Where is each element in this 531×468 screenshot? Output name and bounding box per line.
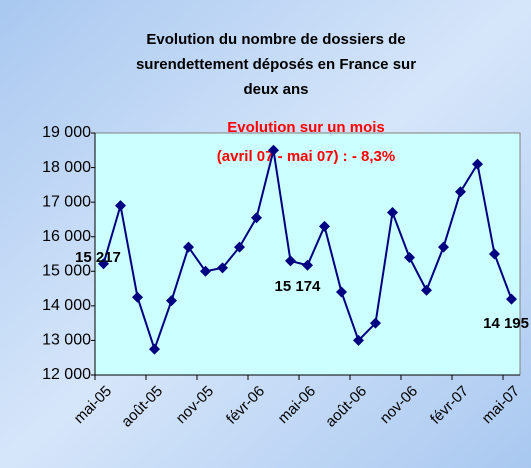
marker bbox=[217, 262, 228, 274]
marker bbox=[132, 291, 143, 303]
marker bbox=[438, 241, 449, 253]
plot-area bbox=[94, 132, 521, 376]
y-tick-label: 14 000 bbox=[42, 297, 91, 314]
marker bbox=[115, 200, 126, 212]
marker bbox=[387, 207, 398, 219]
annotation: (avril 07 - mai 07) : - 8,3% bbox=[217, 148, 395, 165]
chart-title: surendettement déposés en France sur bbox=[136, 56, 416, 73]
chart-title: Evolution du nombre de dossiers de bbox=[146, 31, 405, 48]
marker bbox=[166, 295, 177, 307]
marker bbox=[489, 248, 500, 260]
y-tick-label: 17 000 bbox=[42, 193, 91, 210]
marker bbox=[506, 293, 517, 305]
marker bbox=[404, 251, 415, 263]
y-tick-label: 12 000 bbox=[42, 366, 91, 383]
marker bbox=[353, 334, 364, 346]
marker bbox=[455, 186, 466, 198]
marker bbox=[251, 212, 262, 224]
annotation: Evolution sur un mois bbox=[227, 119, 385, 136]
data-label: 15 217 bbox=[75, 249, 121, 266]
y-tick-label: 19 000 bbox=[42, 124, 91, 141]
data-label: 15 174 bbox=[275, 278, 322, 295]
marker bbox=[98, 258, 109, 270]
chart-title: deux ans bbox=[243, 81, 308, 98]
y-tick-label: 18 000 bbox=[42, 159, 91, 176]
marker bbox=[268, 144, 279, 156]
marker bbox=[200, 265, 211, 277]
marker bbox=[302, 259, 313, 271]
marker bbox=[421, 284, 432, 296]
marker bbox=[336, 286, 347, 298]
marker bbox=[234, 241, 245, 253]
marker bbox=[149, 343, 160, 355]
y-tick-label: 16 000 bbox=[42, 228, 91, 245]
marker bbox=[370, 317, 381, 329]
marker bbox=[472, 158, 483, 170]
data-label: 14 195 bbox=[483, 315, 529, 332]
marker bbox=[285, 255, 296, 267]
y-tick-label: 13 000 bbox=[42, 332, 91, 349]
marker bbox=[183, 241, 194, 253]
marker bbox=[319, 220, 330, 232]
y-tick-label: 15 000 bbox=[42, 263, 91, 280]
